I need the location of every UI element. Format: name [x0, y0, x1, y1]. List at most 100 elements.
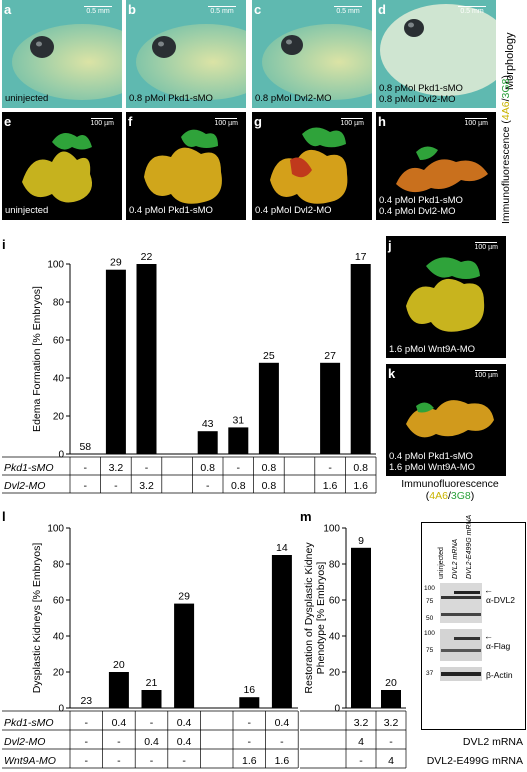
panel-i-letter: i	[2, 237, 6, 252]
table-cell: -	[389, 736, 393, 748]
panel-a-image: a 0.5 mm uninjected	[2, 0, 122, 108]
panel-h-scale-bar: 100 µm	[464, 118, 488, 127]
table-cell: -	[145, 462, 149, 474]
lane-label-uninjected: uninjected	[438, 547, 445, 579]
table-cell: 0.8	[262, 462, 277, 474]
chart-l: 0 20 40 60 80 100 Dysplastic Kidneys [% Embryo…	[2, 524, 299, 769]
panel-e-scale-bar: 100 µm	[90, 118, 114, 127]
bar-n-label: 17	[355, 251, 367, 263]
panel-g-letter: g	[254, 114, 262, 129]
table-cell: -	[280, 736, 284, 748]
bar	[239, 697, 260, 708]
bar	[271, 555, 292, 708]
panel-f-image: f 100 µm 0.4 pMol Pkd1-sMO	[126, 112, 246, 220]
table-cell: -	[85, 717, 89, 729]
panel-f-label: 0.4 pMol Pkd1-sMO	[129, 205, 213, 216]
lane-label-dvl2: DVL2 mRNA	[452, 538, 459, 579]
table-cell: -	[206, 480, 210, 492]
bar-n-label: 22	[141, 251, 153, 263]
panel-g-scale-bar: 100 µm	[340, 118, 364, 127]
table-cell: 1.6	[353, 480, 368, 492]
panel-d-scale-bar: 0.5 mm	[458, 6, 486, 15]
table-row-label: Dvl2-MO	[4, 480, 45, 492]
y-tick-label: 0	[58, 704, 64, 715]
table-cell: -	[150, 717, 154, 729]
table-cell: -	[84, 462, 88, 474]
lane-label-dvl2-e499g: DVL2-E499G mRNA	[466, 514, 473, 579]
panel-b-image: b 0.5 mm 0.8 pMol Pkd1-sMO	[126, 0, 246, 108]
table-cell: 1.6	[275, 755, 290, 767]
bar-n-label: 20	[385, 677, 397, 689]
y-tick-label: 60	[53, 336, 65, 347]
bar	[108, 672, 129, 708]
bar-n-label: 31	[232, 414, 244, 426]
table-cell: -	[248, 717, 252, 729]
y-tick-label: 0	[334, 704, 340, 715]
table-cell: 3.2	[384, 717, 399, 729]
panel-j-label: 1.6 pMol Wnt9A-MO	[389, 344, 476, 355]
panel-d-label-1: 0.8 pMol Pkd1-sMO	[379, 83, 463, 94]
panel-k-image: k 100 µm 0.4 pMol Pkd1-sMO 1.6 pMol Wnt9…	[386, 364, 506, 476]
panel-b-scale-bar: 0.5 mm	[208, 6, 236, 15]
bar	[228, 427, 249, 454]
blot-actin	[440, 667, 482, 681]
panel-e-image: e 100 µm uninjected	[2, 112, 122, 220]
panel-f-scale-bar: 100 µm	[214, 118, 238, 127]
table-cell: 3.2	[354, 717, 369, 729]
table-cell: -	[114, 480, 118, 492]
bar	[141, 690, 162, 708]
bar	[381, 690, 401, 708]
tadpole-illustration	[380, 4, 496, 96]
bar	[105, 269, 126, 454]
ladder-75: 75	[426, 598, 434, 605]
bar	[350, 264, 371, 454]
y-tick-label: 40	[53, 374, 65, 385]
table-cell: 4	[358, 736, 364, 748]
table-row-label: Pkd1-sMO	[4, 462, 54, 474]
table-cell: -	[150, 755, 154, 767]
panel-j-letter: j	[388, 238, 392, 253]
panel-g-image: g 100 µm 0.4 pMol Dvl2-MO	[252, 112, 372, 220]
bar-n-label: 29	[178, 591, 190, 603]
ladder-100: 100	[424, 585, 435, 592]
immunofluorescence-side-label: Immunofluorescence (4A6/3G8)	[500, 75, 512, 224]
arrow-icon: ←	[484, 585, 493, 595]
table-row-label: Wnt9A-MO	[4, 755, 56, 767]
arrow-icon: ←	[484, 631, 493, 641]
y-tick-label: 0	[58, 450, 64, 461]
bar-n-label: 29	[110, 257, 122, 269]
y-tick-label: 100	[323, 524, 340, 535]
panel-d-image: d 0.5 mm 0.8 pMol Pkd1-sMO 0.8 pMol Dvl2…	[376, 0, 496, 108]
y-axis-label: Edema Formation [% Embryos]	[31, 286, 43, 432]
jk-caption: Immunofluorescence (4A6/3G8)	[401, 478, 499, 502]
panel-c-label: 0.8 pMol Dvl2-MO	[255, 93, 332, 104]
bar-n-label: 16	[243, 684, 255, 696]
bar	[174, 603, 195, 708]
y-axis-label: Dysplastic Kidneys [% Embryos]	[31, 543, 43, 694]
y-tick-label: 40	[329, 632, 341, 643]
table-cell: 0.8	[231, 480, 246, 492]
kidney-fluorescence	[144, 129, 222, 204]
y-tick-label: 100	[47, 524, 64, 535]
y-tick-label: 60	[329, 596, 341, 607]
y-tick-label: 80	[329, 560, 341, 571]
panel-c-letter: c	[254, 2, 262, 17]
table-cell: 0.4	[275, 717, 290, 729]
table-cell: 0.8	[200, 462, 215, 474]
bar-n-label: 27	[324, 350, 336, 362]
table-cell: 0.4	[177, 717, 192, 729]
bar	[351, 547, 371, 708]
bar-n-label: 9	[358, 535, 364, 547]
western-blot-inset: uninjected DVL2 mRNA DVL2-E499G mRNA 100…	[421, 515, 526, 730]
y-tick-label: 80	[53, 298, 65, 309]
panel-a-scale-bar: 0.5 mm	[84, 6, 112, 15]
table-cell: -	[248, 736, 252, 748]
panel-f-letter: f	[128, 114, 133, 129]
antibody-dvl2-label: α-DVL2	[486, 595, 516, 605]
panel-d-label-2: 0.8 pMol Dvl2-MO	[379, 94, 456, 105]
panel-k-scale-bar: 100 µm	[474, 370, 498, 379]
panel-h-label-2: 0.4 pMol Dvl2-MO	[379, 206, 456, 217]
table-cell: -	[359, 755, 363, 767]
table-cell: -	[117, 755, 121, 767]
table-cell: 3.2	[109, 462, 124, 474]
